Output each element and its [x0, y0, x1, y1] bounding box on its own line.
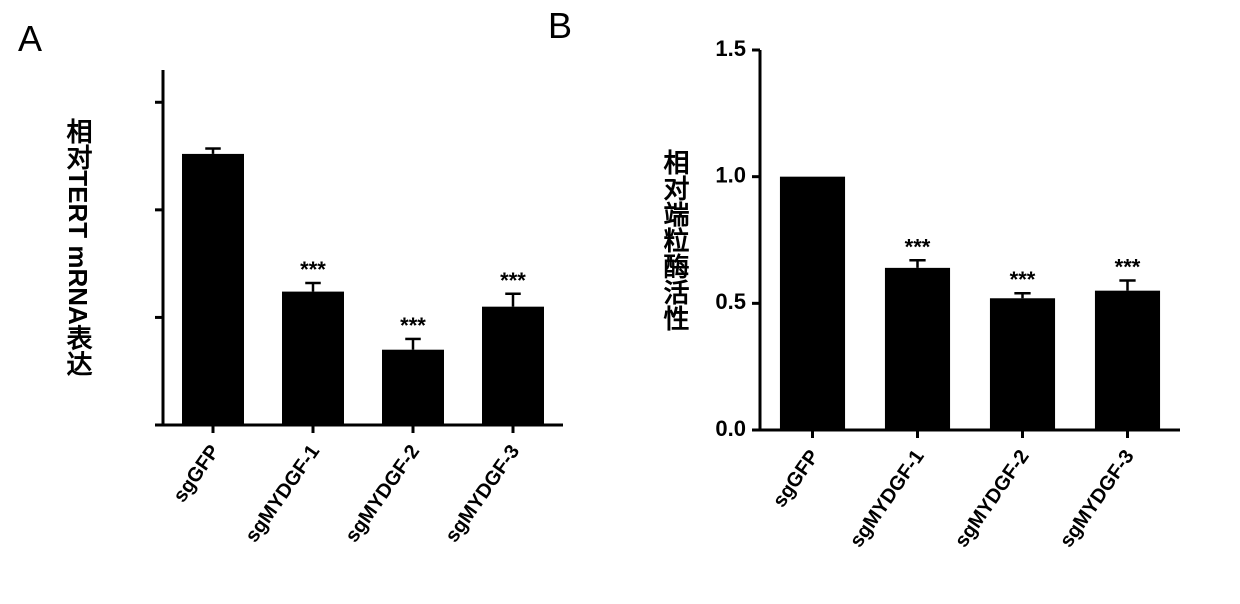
panel-a-label: A: [18, 18, 42, 60]
x-tick-label: sgMYDGF-1: [846, 446, 929, 551]
significance-label: ***: [1115, 255, 1141, 280]
x-tick-label: sgMYDGF-2: [341, 441, 424, 546]
significance-label: ***: [300, 257, 326, 282]
bar: [482, 307, 544, 425]
significance-label: ***: [1010, 267, 1036, 292]
y-tick-label: 0.0: [715, 416, 746, 441]
y-axis-label: 相对TERT mRNA表达: [63, 118, 93, 377]
bar: [182, 154, 244, 425]
x-tick-label: sgGFP: [769, 446, 824, 511]
panel-b-label: B: [548, 5, 572, 47]
panel-b-chart: 0.0 0.5 1.0 1.5 相对端粒酶活性 sgGFP *** sgMYDGF-1 *** s…: [655, 30, 1195, 585]
y-tick-label: 1.5: [715, 36, 746, 61]
bar: [885, 268, 950, 430]
panel-a-chart: 相对TERT mRNA表达 sgGFP *** sgMYDGF-1 *** sgMYDGF…: [58, 50, 578, 580]
bar: [382, 350, 444, 425]
x-tick-label: sgGFP: [169, 441, 224, 506]
bar: [990, 298, 1055, 430]
bar: [1095, 291, 1160, 430]
y-tick-label: 1.0: [715, 162, 746, 187]
x-tick-label: sgMYDGF-3: [441, 441, 524, 546]
x-tick-label: sgMYDGF-2: [951, 446, 1034, 551]
x-tick-label: sgMYDGF-1: [241, 441, 324, 546]
y-axis-label: 相对端粒酶活性: [660, 149, 690, 331]
significance-label: ***: [500, 268, 526, 293]
bar: [780, 177, 845, 430]
y-tick-label: 0.5: [715, 289, 746, 314]
bar: [282, 292, 344, 425]
significance-label: ***: [905, 234, 931, 259]
x-tick-label: sgMYDGF-3: [1056, 446, 1139, 551]
significance-label: ***: [400, 313, 426, 338]
page: A 相对TERT mRNA表达 sgGFP *** sgMYDGF-1 *** sgMYD…: [0, 0, 1240, 604]
